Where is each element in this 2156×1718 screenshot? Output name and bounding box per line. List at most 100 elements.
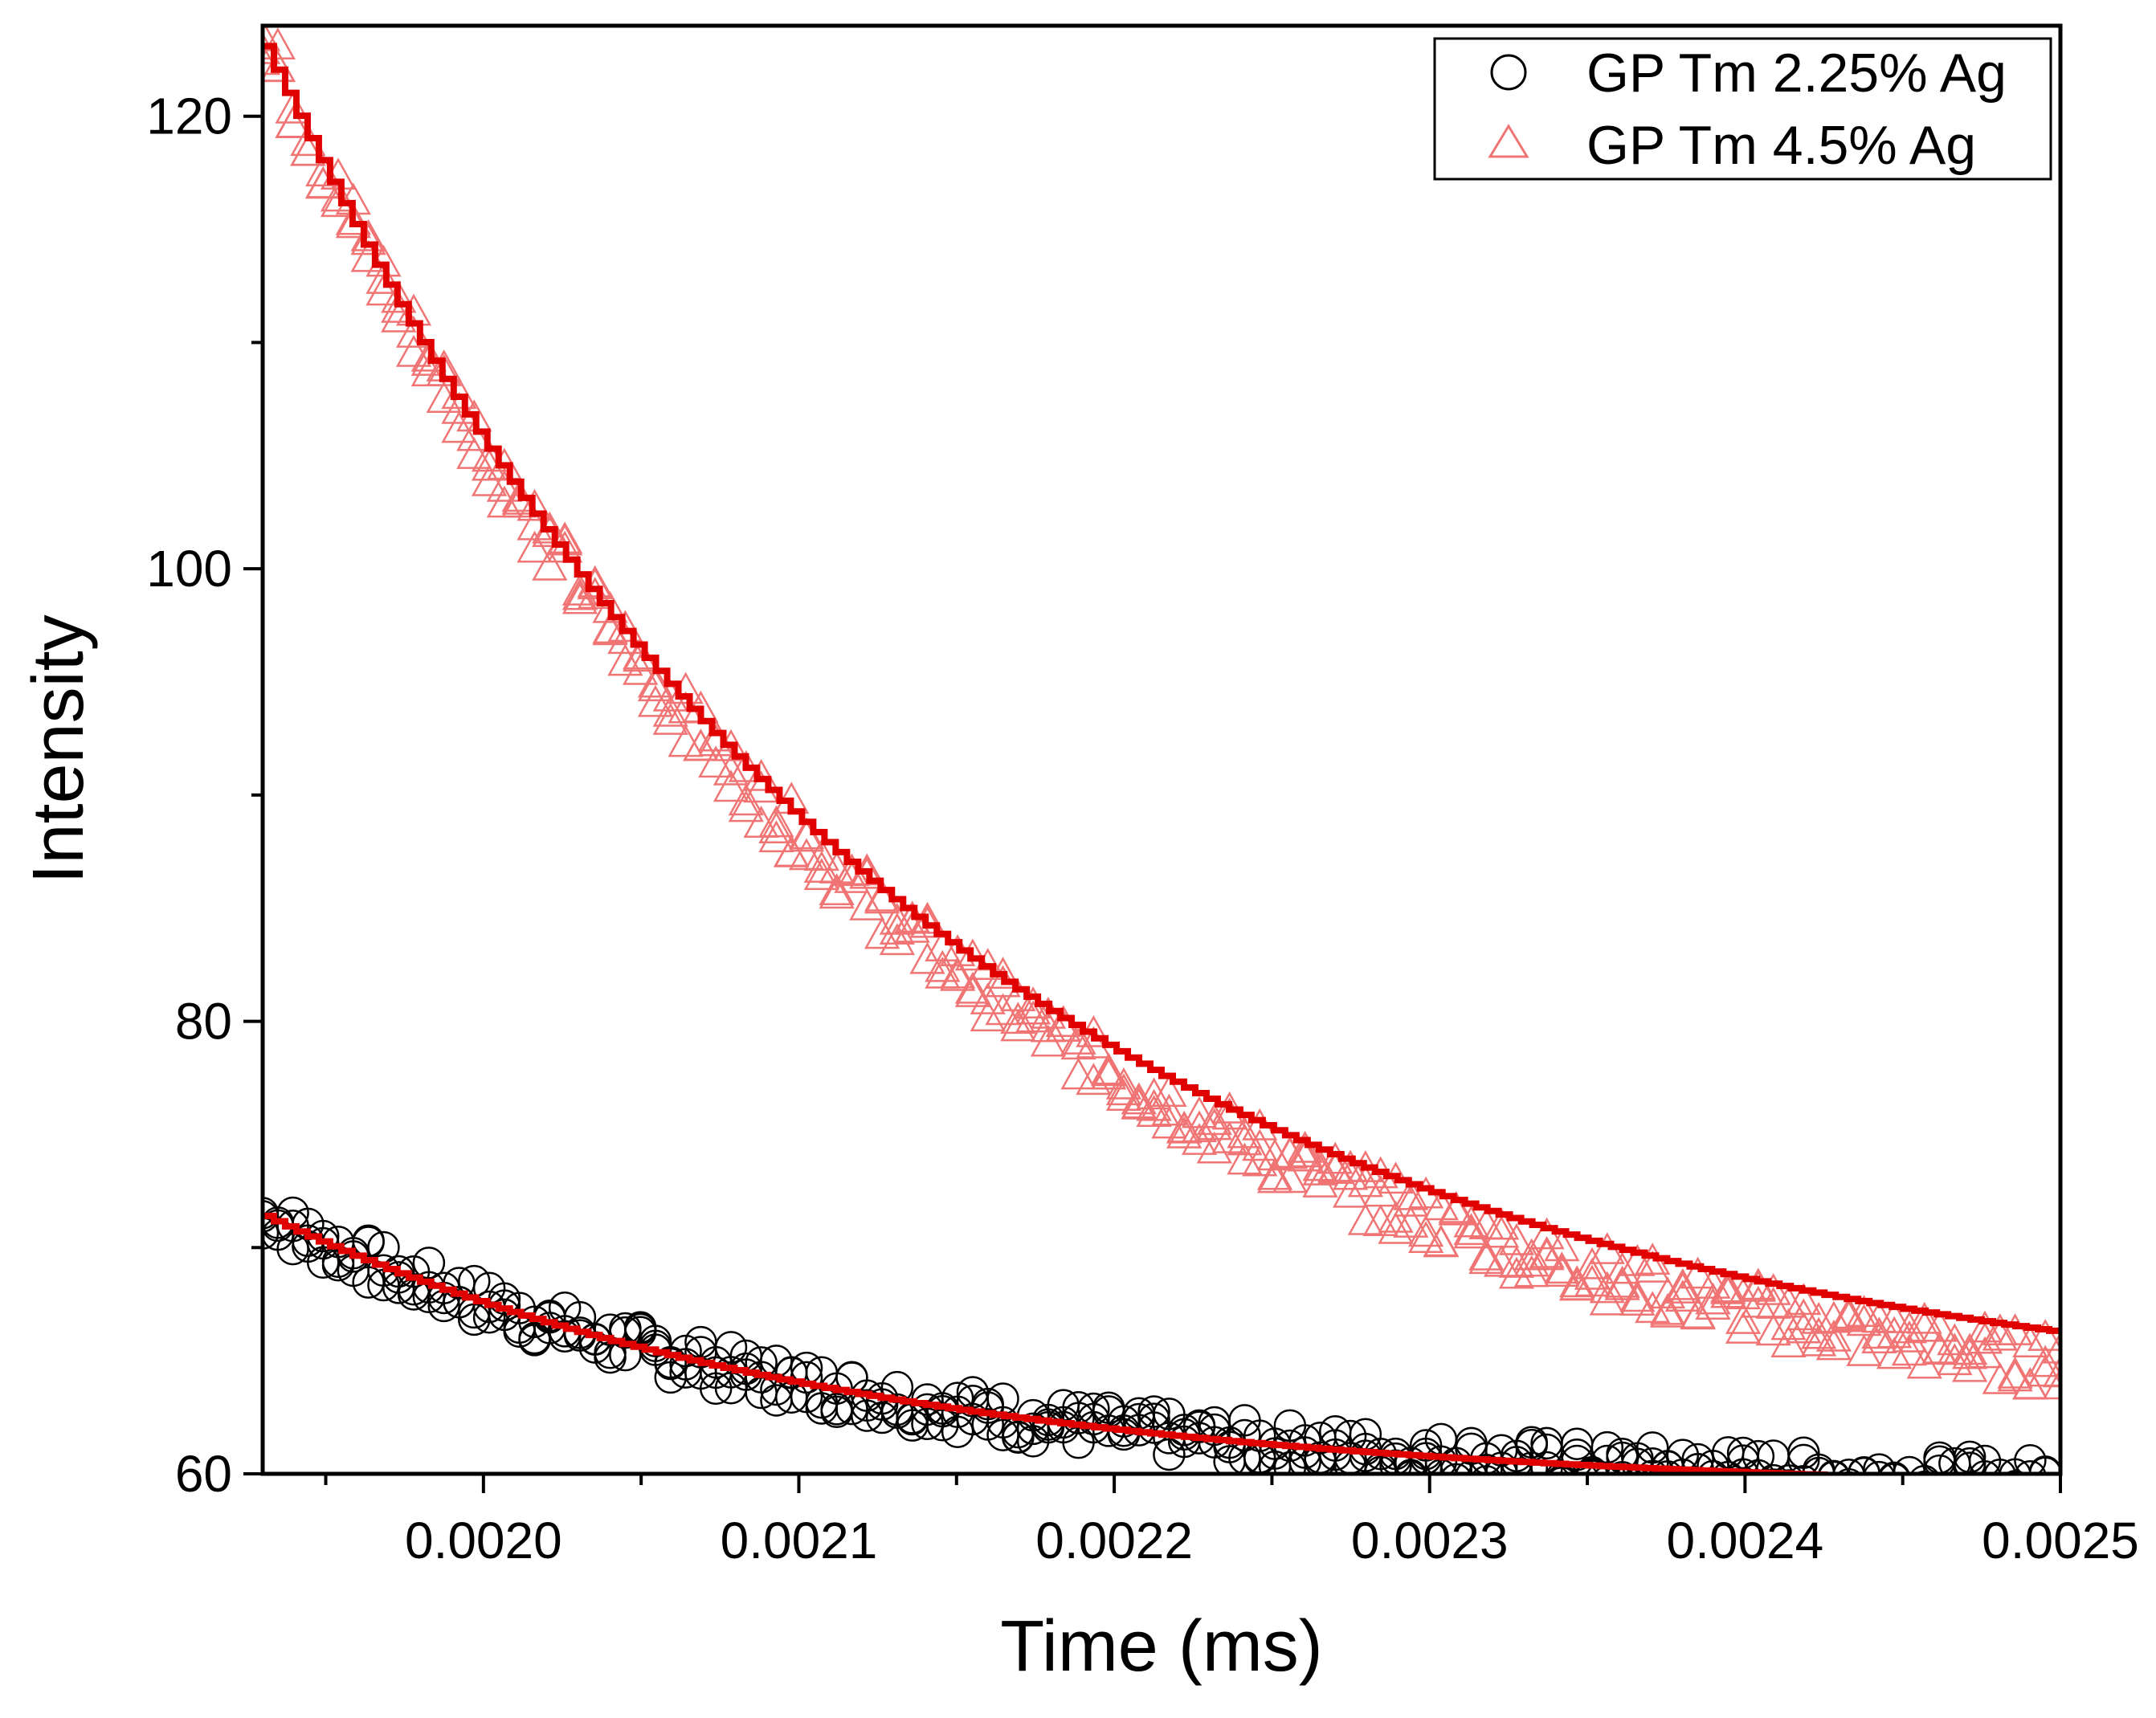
data-point xyxy=(1993,1472,2007,1474)
x-tick-label: 0.0023 xyxy=(1351,1512,1509,1569)
data-point xyxy=(410,339,447,372)
data-point xyxy=(1777,1469,1800,1474)
data-point xyxy=(1815,1328,1852,1361)
data-point xyxy=(607,610,643,643)
legend-label: GP Tm 2.25% Ag xyxy=(1586,43,2007,104)
data-point xyxy=(2014,1444,2047,1474)
data-point xyxy=(1832,1459,1865,1474)
data-point xyxy=(1544,1255,1580,1287)
data-point xyxy=(1513,1255,1550,1287)
data-point xyxy=(335,202,371,235)
data-point xyxy=(1939,1486,1970,1516)
data-point xyxy=(803,839,839,871)
data-point xyxy=(456,418,492,451)
data-point xyxy=(1091,1054,1127,1087)
data-point xyxy=(1787,1436,1820,1470)
data-point xyxy=(925,929,961,962)
legend-label: GP Tm 4.5% Ag xyxy=(1586,115,1976,176)
data-point xyxy=(1181,1096,1218,1128)
data-point xyxy=(714,1331,748,1364)
data-point xyxy=(486,469,523,502)
data-point xyxy=(1985,1484,2015,1515)
data-point xyxy=(275,91,311,124)
series-layer xyxy=(263,26,2060,1516)
data-point xyxy=(2027,1319,2060,1351)
data-point xyxy=(1697,1459,1729,1474)
data-point xyxy=(1438,1193,1474,1226)
data-point xyxy=(637,669,674,702)
data-point xyxy=(1076,1026,1112,1059)
y-axis-title: Intensity xyxy=(18,614,99,883)
data-point xyxy=(2042,1367,2060,1400)
data-point xyxy=(365,262,402,294)
data-point xyxy=(1664,1267,1701,1300)
data-point xyxy=(263,26,281,51)
data-point xyxy=(1817,1459,1850,1474)
data-point xyxy=(1649,1292,1686,1325)
data-point xyxy=(1559,1268,1595,1301)
data-point xyxy=(1287,1135,1323,1168)
data-point xyxy=(1484,1215,1520,1248)
data-point xyxy=(263,49,296,82)
data-point xyxy=(412,1247,446,1279)
data-point xyxy=(1136,1077,1172,1110)
data-point xyxy=(1876,1301,1913,1333)
data-point xyxy=(1529,1238,1565,1271)
data-point xyxy=(275,106,311,139)
data-point xyxy=(1151,1106,1187,1139)
data-point xyxy=(1695,1282,1731,1315)
data-point xyxy=(1453,1213,1489,1246)
data-point xyxy=(669,1334,702,1368)
data-point xyxy=(2042,1331,2060,1364)
data-point xyxy=(1121,1082,1157,1115)
data-point xyxy=(1879,1484,1909,1515)
data-point xyxy=(1982,1361,2018,1394)
data-point xyxy=(909,941,945,974)
data-point xyxy=(925,949,961,982)
y-tick-label: 80 xyxy=(175,993,232,1051)
data-point xyxy=(2015,1482,2045,1512)
data-point xyxy=(954,938,991,971)
data-point xyxy=(1498,1256,1535,1289)
data-point xyxy=(1196,1108,1232,1141)
data-point xyxy=(1725,1312,1762,1344)
data-point xyxy=(1076,1063,1112,1096)
data-point xyxy=(1861,1321,1897,1354)
data-point xyxy=(939,956,976,989)
data-point xyxy=(1997,1313,2033,1345)
data-point xyxy=(819,876,855,909)
data-point xyxy=(623,652,659,685)
data-point xyxy=(1151,1093,1187,1126)
data-point xyxy=(758,811,794,843)
data-point xyxy=(426,353,462,386)
data-point xyxy=(1393,1206,1429,1238)
data-point xyxy=(1725,1277,1762,1310)
data-point xyxy=(1937,1343,1973,1376)
data-point xyxy=(713,769,749,802)
data-point xyxy=(561,577,598,610)
data-point xyxy=(1815,1319,1852,1352)
data-point xyxy=(1423,1225,1460,1258)
data-point xyxy=(1440,1463,1472,1474)
data-point xyxy=(1589,1271,1625,1304)
data-point xyxy=(1544,1251,1580,1284)
data-point xyxy=(352,1224,385,1258)
legend: GP Tm 2.25% Ag GP Tm 4.5% Ag xyxy=(1433,37,2052,181)
y-tick-label: 60 xyxy=(175,1445,232,1503)
data-point xyxy=(1105,1067,1142,1100)
data-point xyxy=(381,280,417,313)
x-axis-ticks: 0.0020 0.0021 0.0022 0.0023 0.0024 0.0025 xyxy=(324,1474,2139,1569)
data-point xyxy=(954,975,991,1007)
data-point xyxy=(1515,1426,1549,1459)
data-point xyxy=(1649,1295,1686,1328)
data-point xyxy=(1060,1057,1096,1090)
data-point xyxy=(263,1217,280,1250)
data-point xyxy=(728,790,764,822)
data-point xyxy=(1909,1481,1940,1512)
data-point xyxy=(939,958,976,991)
data-point xyxy=(1966,1321,2003,1354)
data-point xyxy=(1378,1211,1414,1244)
data-point xyxy=(1181,1110,1218,1143)
data-point xyxy=(1453,1216,1489,1249)
legend-marker-circle xyxy=(1490,54,1527,91)
